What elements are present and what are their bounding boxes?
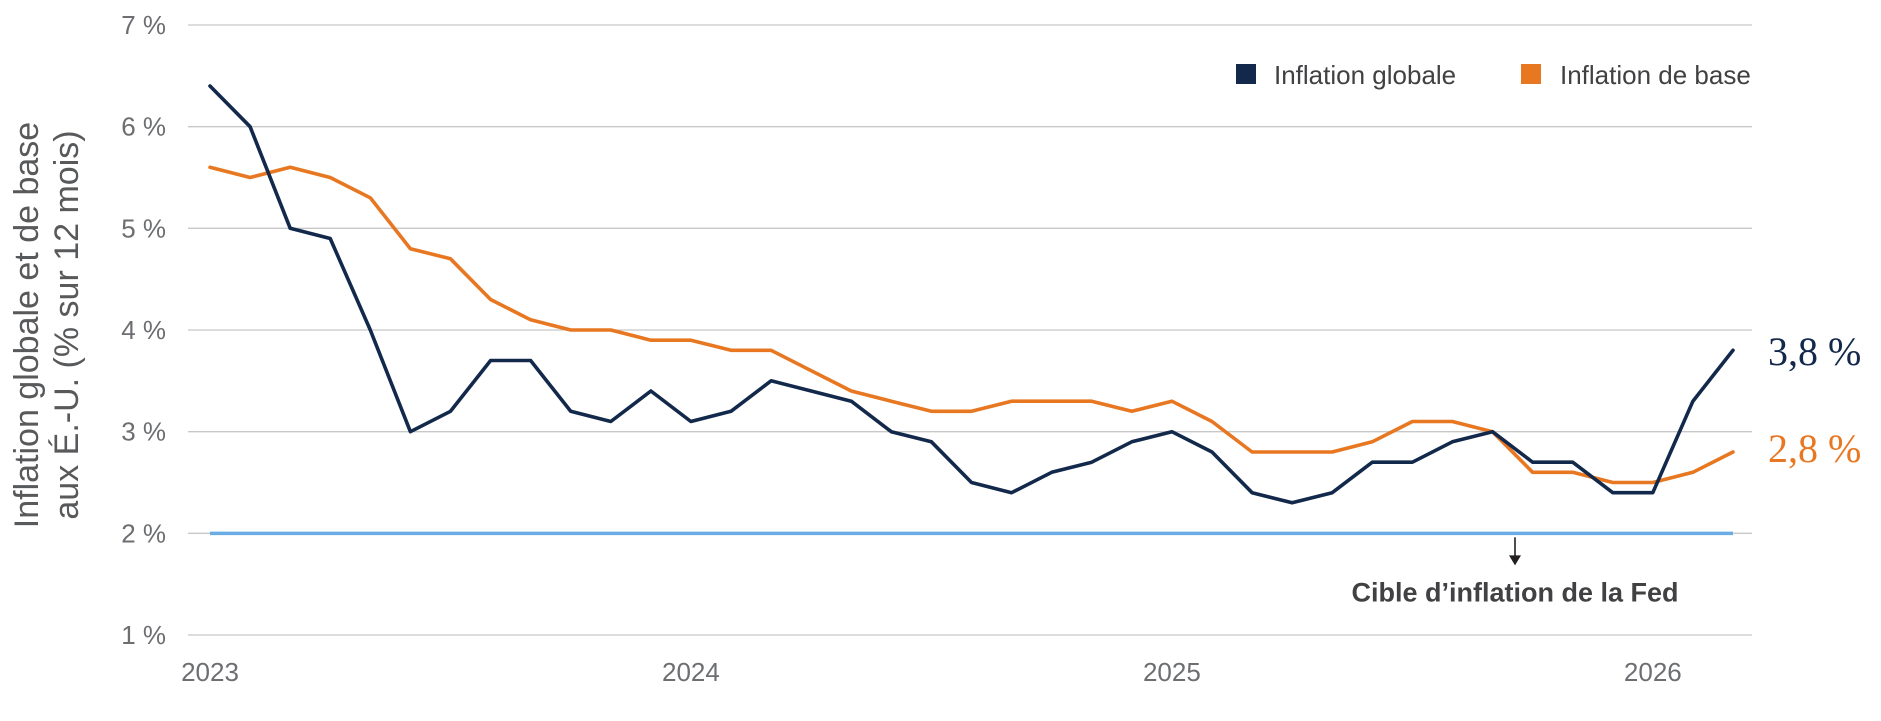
legend-swatch-inflation-globale — [1236, 64, 1256, 84]
y-tick-label: 4 % — [121, 315, 166, 345]
y-tick-label: 7 % — [121, 10, 166, 40]
x-tick-label: 2024 — [662, 657, 720, 687]
x-tick-label: 2023 — [181, 657, 239, 687]
y-tick-label: 5 % — [121, 213, 166, 243]
gridlines — [188, 24, 1752, 636]
y-axis-title-line-2: aux É.-U. (% sur 12 mois) — [48, 130, 86, 519]
end-label-inflation-de-base: 2,8 % — [1768, 426, 1861, 471]
series-line-inflation-globale — [208, 84, 1735, 505]
y-tick-label: 3 % — [121, 417, 166, 447]
legend-swatch-inflation-de-base — [1521, 64, 1541, 84]
fed-target-group: Cible d’inflation de la Fed — [210, 531, 1733, 607]
end-value-labels: 3,8 % 2,8 % — [1768, 329, 1861, 471]
x-tick-label: 2026 — [1624, 657, 1682, 687]
series-lines — [208, 84, 1735, 505]
legend-item-inflation-globale: Inflation globale — [1236, 60, 1456, 90]
y-tick-label: 6 % — [121, 112, 166, 142]
x-tick-label: 2025 — [1143, 657, 1201, 687]
y-axis-title: Inflation globale et de base aux É.-U. (… — [8, 122, 86, 528]
y-tick-label: 2 % — [121, 518, 166, 548]
legend: Inflation globale Inflation de base — [1236, 60, 1751, 90]
legend-label-inflation-globale: Inflation globale — [1274, 60, 1456, 90]
end-label-inflation-globale: 3,8 % — [1768, 329, 1861, 374]
x-tick-labels: 2023 2024 2025 2026 — [181, 657, 1682, 687]
legend-item-inflation-de-base: Inflation de base — [1521, 60, 1751, 90]
fed-target-arrow-head — [1509, 555, 1521, 566]
y-tick-labels: 1 % 2 % 3 % 4 % 5 % 6 % 7 % — [121, 10, 166, 650]
series-line-inflation-de-base — [208, 165, 1735, 485]
y-axis-title-line-1: Inflation globale et de base — [8, 122, 46, 528]
y-tick-label: 1 % — [121, 620, 166, 650]
fed-target-label: Cible d’inflation de la Fed — [1351, 577, 1678, 607]
legend-label-inflation-de-base: Inflation de base — [1560, 60, 1751, 90]
